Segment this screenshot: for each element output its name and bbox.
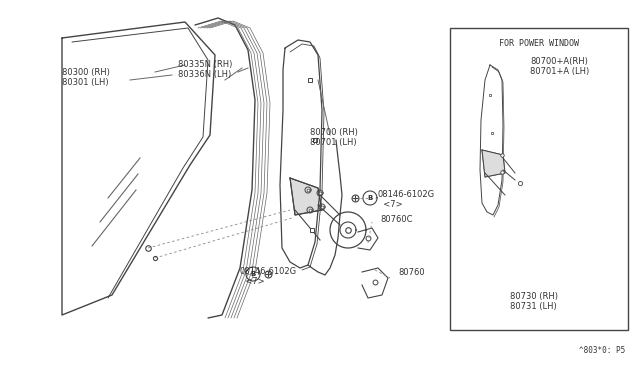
Text: 08146-6102G
  <7>: 08146-6102G <7> — [378, 190, 435, 209]
Text: 80700 (RH)
80701 (LH): 80700 (RH) 80701 (LH) — [310, 128, 358, 147]
Text: 80730 (RH)
80731 (LH): 80730 (RH) 80731 (LH) — [510, 292, 558, 311]
Text: 80300 (RH)
80301 (LH): 80300 (RH) 80301 (LH) — [62, 68, 110, 87]
Polygon shape — [482, 150, 505, 177]
Text: 80760: 80760 — [398, 268, 424, 277]
Text: 08146-6102G
  <7>: 08146-6102G <7> — [240, 267, 297, 286]
Text: B: B — [250, 271, 255, 277]
Text: FOR POWER WINDOW: FOR POWER WINDOW — [499, 39, 579, 48]
Text: 80700+A(RH)
80701+A (LH): 80700+A(RH) 80701+A (LH) — [530, 57, 589, 76]
Bar — [450, 28, 628, 330]
Text: B: B — [367, 195, 372, 201]
Text: 80760C: 80760C — [380, 215, 413, 224]
Text: 80335N (RH)
80336N (LH): 80335N (RH) 80336N (LH) — [178, 60, 232, 79]
Polygon shape — [290, 178, 322, 215]
Text: ^803*0: P5: ^803*0: P5 — [579, 346, 625, 355]
